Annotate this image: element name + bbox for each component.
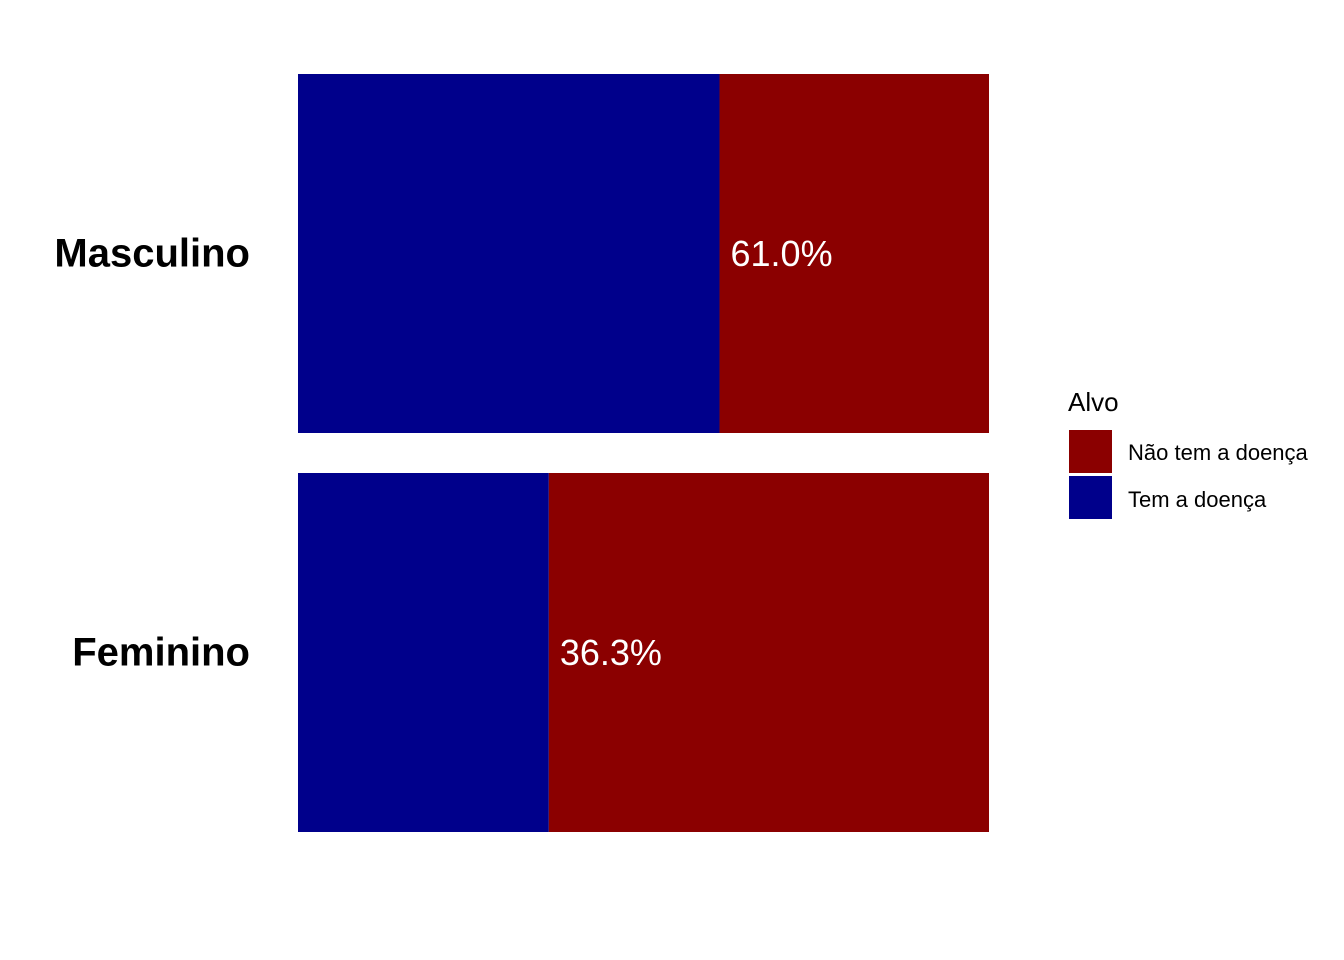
legend: Alvo Não tem a doença Tem a doença: [1068, 387, 1309, 519]
bars-layer: [298, 74, 989, 832]
data-label-masculino: 61.0%: [731, 233, 833, 274]
data-label-feminino: 36.3%: [560, 632, 662, 673]
data-labels: 61.0% 36.3%: [560, 233, 833, 673]
category-label-feminino: Feminino: [72, 631, 250, 675]
legend-title: Alvo: [1068, 387, 1119, 417]
legend-label-tem: Tem a doença: [1128, 487, 1267, 512]
category-labels: Masculino Feminino: [54, 232, 250, 675]
legend-key-nao-tem: [1069, 430, 1112, 473]
bar-masculino-tem-a-doenca: [298, 74, 720, 433]
bar-masculino-nao-tem-a-doenca: [719, 74, 989, 433]
bar-feminino-nao-tem-a-doenca: [548, 473, 989, 832]
legend-label-nao-tem: Não tem a doença: [1128, 440, 1309, 465]
category-label-masculino: Masculino: [54, 232, 250, 276]
legend-key-tem: [1069, 476, 1112, 519]
bar-feminino-tem-a-doenca: [298, 473, 549, 832]
